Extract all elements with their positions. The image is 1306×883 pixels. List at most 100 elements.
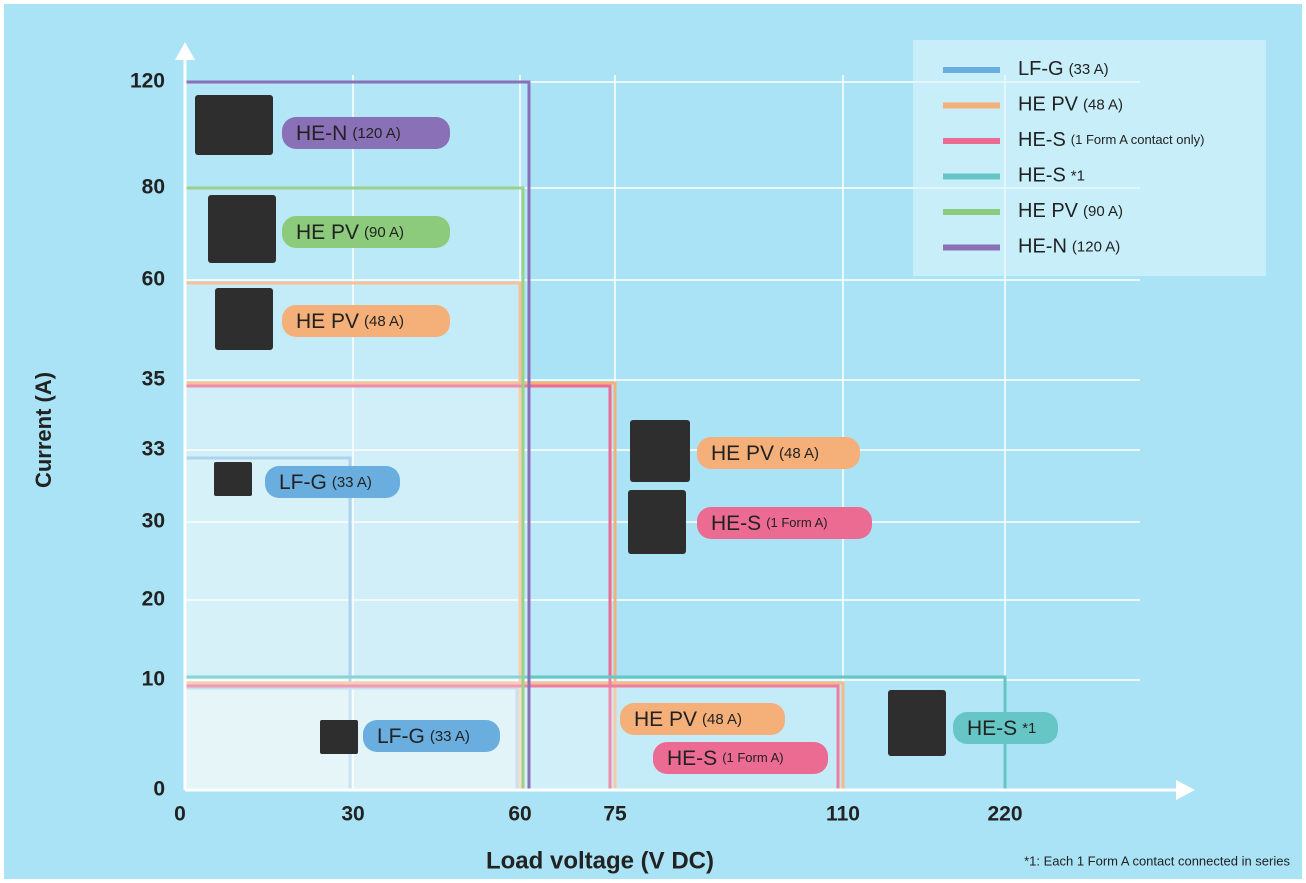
legend-rating: (90 A) xyxy=(1083,203,1123,220)
region-outline xyxy=(185,681,845,790)
badge-name: HE-S xyxy=(667,747,717,770)
region-outline xyxy=(185,281,522,790)
relay-image xyxy=(630,420,690,482)
badge xyxy=(620,703,785,735)
legend-name: HE-S xyxy=(1018,165,1066,187)
legend-rating: (48 A) xyxy=(1083,96,1123,113)
badge-sub: (33 A) xyxy=(332,474,372,491)
badge-sub: *1 xyxy=(1022,720,1036,737)
y-tick-label: 33 xyxy=(142,438,165,461)
relay-image xyxy=(215,288,273,350)
badge xyxy=(697,507,872,539)
y-tick-label: 10 xyxy=(142,668,165,691)
badge-name: HE PV xyxy=(711,442,774,465)
x-tick-label: 60 xyxy=(508,803,531,826)
y-tick-label: 120 xyxy=(130,70,165,93)
legend-entry: LF-G (33 A) xyxy=(1018,58,1109,80)
badge xyxy=(953,712,1058,744)
badge-sub: (120 A) xyxy=(352,125,400,142)
badge-sub: (48 A) xyxy=(702,711,742,728)
badge-label: HE-S *1 xyxy=(967,717,1036,740)
legend-box xyxy=(913,40,1266,276)
y-tick-label: 0 xyxy=(153,778,165,801)
relay-image xyxy=(320,720,358,754)
y-arrow xyxy=(175,42,195,60)
x-tick-label: 75 xyxy=(603,803,627,826)
footnote: *1: Each 1 Form A contact connected in s… xyxy=(1024,853,1290,868)
badge-sub: (1 Form A) xyxy=(722,750,783,765)
y-tick-label: 60 xyxy=(142,268,165,291)
badge-label: HE-S (1 Form A) xyxy=(711,512,828,535)
x-axis-label: Load voltage (V DC) xyxy=(486,847,714,874)
badge xyxy=(697,437,860,469)
relay-image xyxy=(208,195,276,263)
legend-entry: HE PV (48 A) xyxy=(1018,94,1123,116)
region-outline xyxy=(185,384,612,790)
badge xyxy=(265,466,400,498)
badge-name: HE PV xyxy=(296,310,359,333)
region-outline xyxy=(185,381,617,790)
x-tick-label: 30 xyxy=(341,803,364,826)
badge xyxy=(653,742,828,774)
badge xyxy=(282,216,450,248)
badge-label: HE PV (48 A) xyxy=(296,310,404,333)
badge xyxy=(282,305,450,337)
badge-label: LF-G (33 A) xyxy=(377,725,470,748)
legend-name: LF-G xyxy=(1018,58,1064,80)
region-outline xyxy=(185,686,519,790)
relay-image xyxy=(195,95,273,155)
relay-image xyxy=(628,490,686,554)
badge-name: HE-S xyxy=(967,717,1017,740)
region-outline xyxy=(185,456,352,790)
legend-entry: HE PV (90 A) xyxy=(1018,200,1123,222)
badge-sub: (33 A) xyxy=(430,728,470,745)
y-tick-label: 20 xyxy=(142,588,165,611)
legend-name: HE PV xyxy=(1018,94,1079,116)
badge-sub: (48 A) xyxy=(364,313,404,330)
region-outline xyxy=(185,186,525,790)
badge-label: LF-G (33 A) xyxy=(279,471,372,494)
x-arrow xyxy=(1176,780,1195,800)
badge-label: HE PV (90 A) xyxy=(296,221,404,244)
legend-name: HE PV xyxy=(1018,200,1079,222)
region-fill xyxy=(185,82,529,790)
relay-image xyxy=(214,462,252,496)
legend-rating: *1 xyxy=(1071,167,1085,184)
x-tick-label: 220 xyxy=(987,803,1022,826)
legend-entry: HE-S (1 Form A contact only) xyxy=(1018,129,1204,151)
legend-rating: (33 A) xyxy=(1069,61,1109,78)
legend-entry: HE-N (120 A) xyxy=(1018,236,1120,258)
relay-image xyxy=(888,690,946,756)
y-tick-label: 80 xyxy=(142,176,165,199)
badge-label: HE-N (120 A) xyxy=(296,122,401,145)
legend-name: HE-S xyxy=(1018,129,1066,151)
x-tick-label: 110 xyxy=(826,803,860,826)
badge-name: HE PV xyxy=(634,708,697,731)
y-tick-label: 30 xyxy=(142,510,165,533)
badge-name: HE-S xyxy=(711,512,761,535)
legend-rating: (120 A) xyxy=(1072,238,1120,255)
legend-entry: HE-S *1 xyxy=(1018,165,1085,187)
region-outline xyxy=(185,684,840,790)
badge-label: HE PV (48 A) xyxy=(711,442,819,465)
legend-name: HE-N xyxy=(1018,236,1067,258)
region-outline xyxy=(185,675,1007,790)
region-fill xyxy=(185,283,520,790)
legend-rating: (1 Form A contact only) xyxy=(1071,132,1205,147)
badge-sub: (90 A) xyxy=(364,224,404,241)
x-tick-label: 0 xyxy=(174,803,186,826)
badge xyxy=(282,117,450,149)
badge-label: HE-S (1 Form A) xyxy=(667,747,784,770)
badge-label: HE PV (48 A) xyxy=(634,708,742,731)
region-outline xyxy=(185,80,531,790)
y-axis-label: Current (A) xyxy=(31,372,56,488)
relay-images xyxy=(195,95,946,756)
badge-name: LF-G xyxy=(377,725,425,748)
y-tick-label: 35 xyxy=(142,368,166,391)
badge-name: HE-N xyxy=(296,122,347,145)
badge-sub: (1 Form A) xyxy=(766,515,827,530)
badge-sub: (48 A) xyxy=(779,445,819,462)
badge-name: LF-G xyxy=(279,471,327,494)
badge-name: HE PV xyxy=(296,221,359,244)
